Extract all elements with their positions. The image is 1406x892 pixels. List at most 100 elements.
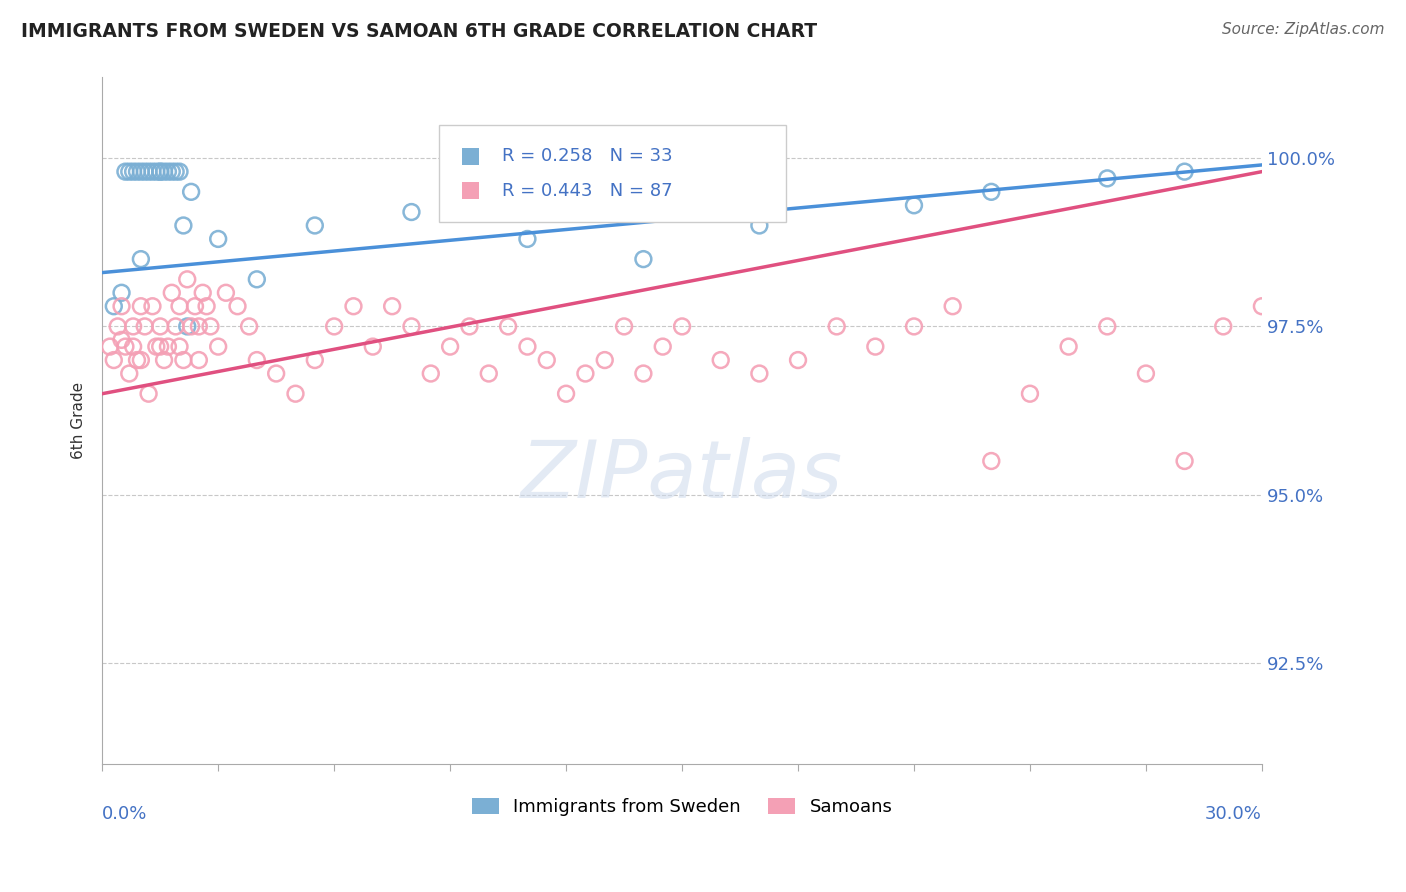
Point	[172, 219, 194, 233]
Point	[238, 319, 260, 334]
Point	[103, 353, 125, 368]
Text: R = 0.443   N = 87: R = 0.443 N = 87	[502, 182, 673, 200]
Point	[207, 232, 229, 246]
Point	[165, 319, 187, 334]
Point	[671, 319, 693, 334]
Point	[129, 252, 152, 267]
Point	[118, 164, 141, 178]
Point	[103, 299, 125, 313]
Point	[1289, 367, 1312, 381]
Point	[169, 340, 191, 354]
Point	[226, 299, 249, 313]
Point	[149, 164, 172, 178]
Point	[187, 319, 209, 334]
Text: 30.0%: 30.0%	[1205, 805, 1263, 823]
Point	[156, 340, 179, 354]
Point	[149, 164, 172, 178]
Point	[903, 198, 925, 212]
Point	[381, 299, 404, 313]
Point	[980, 185, 1002, 199]
Point	[264, 367, 287, 381]
Point	[153, 164, 176, 178]
Point	[184, 299, 207, 313]
Point	[284, 386, 307, 401]
Point	[110, 333, 132, 347]
Legend: Immigrants from Sweden, Samoans: Immigrants from Sweden, Samoans	[464, 790, 900, 823]
Point	[215, 285, 238, 300]
Point	[536, 353, 558, 368]
Point	[419, 367, 441, 381]
Point	[1327, 319, 1350, 334]
Text: IMMIGRANTS FROM SWEDEN VS SAMOAN 6TH GRADE CORRELATION CHART: IMMIGRANTS FROM SWEDEN VS SAMOAN 6TH GRA…	[21, 22, 817, 41]
Point	[458, 319, 481, 334]
Point	[1135, 367, 1157, 381]
Point	[246, 272, 269, 286]
Point	[107, 319, 129, 334]
Point	[574, 367, 596, 381]
Text: R = 0.258   N = 33: R = 0.258 N = 33	[502, 147, 673, 165]
Point	[145, 340, 167, 354]
Point	[1270, 386, 1292, 401]
Y-axis label: 6th Grade: 6th Grade	[72, 382, 86, 459]
Point	[153, 353, 176, 368]
Point	[401, 205, 423, 219]
Point	[1174, 454, 1197, 468]
Point	[160, 285, 183, 300]
Point	[903, 319, 925, 334]
Point	[865, 340, 887, 354]
Point	[246, 353, 269, 368]
Point	[633, 252, 655, 267]
Point	[122, 319, 145, 334]
Point	[165, 164, 187, 178]
Point	[180, 185, 202, 199]
Text: 0.0%: 0.0%	[103, 805, 148, 823]
Point	[1309, 353, 1331, 368]
Point	[200, 319, 222, 334]
Point	[176, 319, 198, 334]
Point	[942, 299, 965, 313]
Point	[191, 285, 214, 300]
Point	[980, 454, 1002, 468]
Point	[1386, 319, 1406, 334]
Point	[149, 319, 172, 334]
Point	[748, 367, 770, 381]
Point	[787, 353, 810, 368]
Point	[110, 285, 132, 300]
Point	[1174, 164, 1197, 178]
Point	[149, 340, 172, 354]
Point	[138, 386, 160, 401]
Point	[125, 164, 148, 178]
Point	[125, 353, 148, 368]
Point	[342, 299, 364, 313]
Point	[156, 164, 179, 178]
Point	[748, 219, 770, 233]
Point	[169, 164, 191, 178]
Point	[129, 299, 152, 313]
Point	[401, 319, 423, 334]
Point	[169, 299, 191, 313]
Bar	[461, 148, 479, 165]
Point	[633, 367, 655, 381]
Point	[304, 353, 326, 368]
Point	[145, 164, 167, 178]
Point	[1367, 340, 1389, 354]
Point	[516, 340, 538, 354]
FancyBboxPatch shape	[439, 126, 786, 221]
Point	[1019, 386, 1042, 401]
Point	[825, 319, 848, 334]
Point	[187, 353, 209, 368]
Point	[651, 340, 673, 354]
Point	[114, 340, 136, 354]
Point	[1212, 319, 1234, 334]
Point	[593, 353, 616, 368]
Point	[1097, 171, 1119, 186]
Point	[361, 340, 384, 354]
Point	[478, 367, 501, 381]
Point	[122, 340, 145, 354]
Point	[129, 353, 152, 368]
Point	[134, 164, 156, 178]
Point	[138, 164, 160, 178]
Bar	[461, 182, 479, 199]
Point	[176, 272, 198, 286]
Point	[710, 353, 733, 368]
